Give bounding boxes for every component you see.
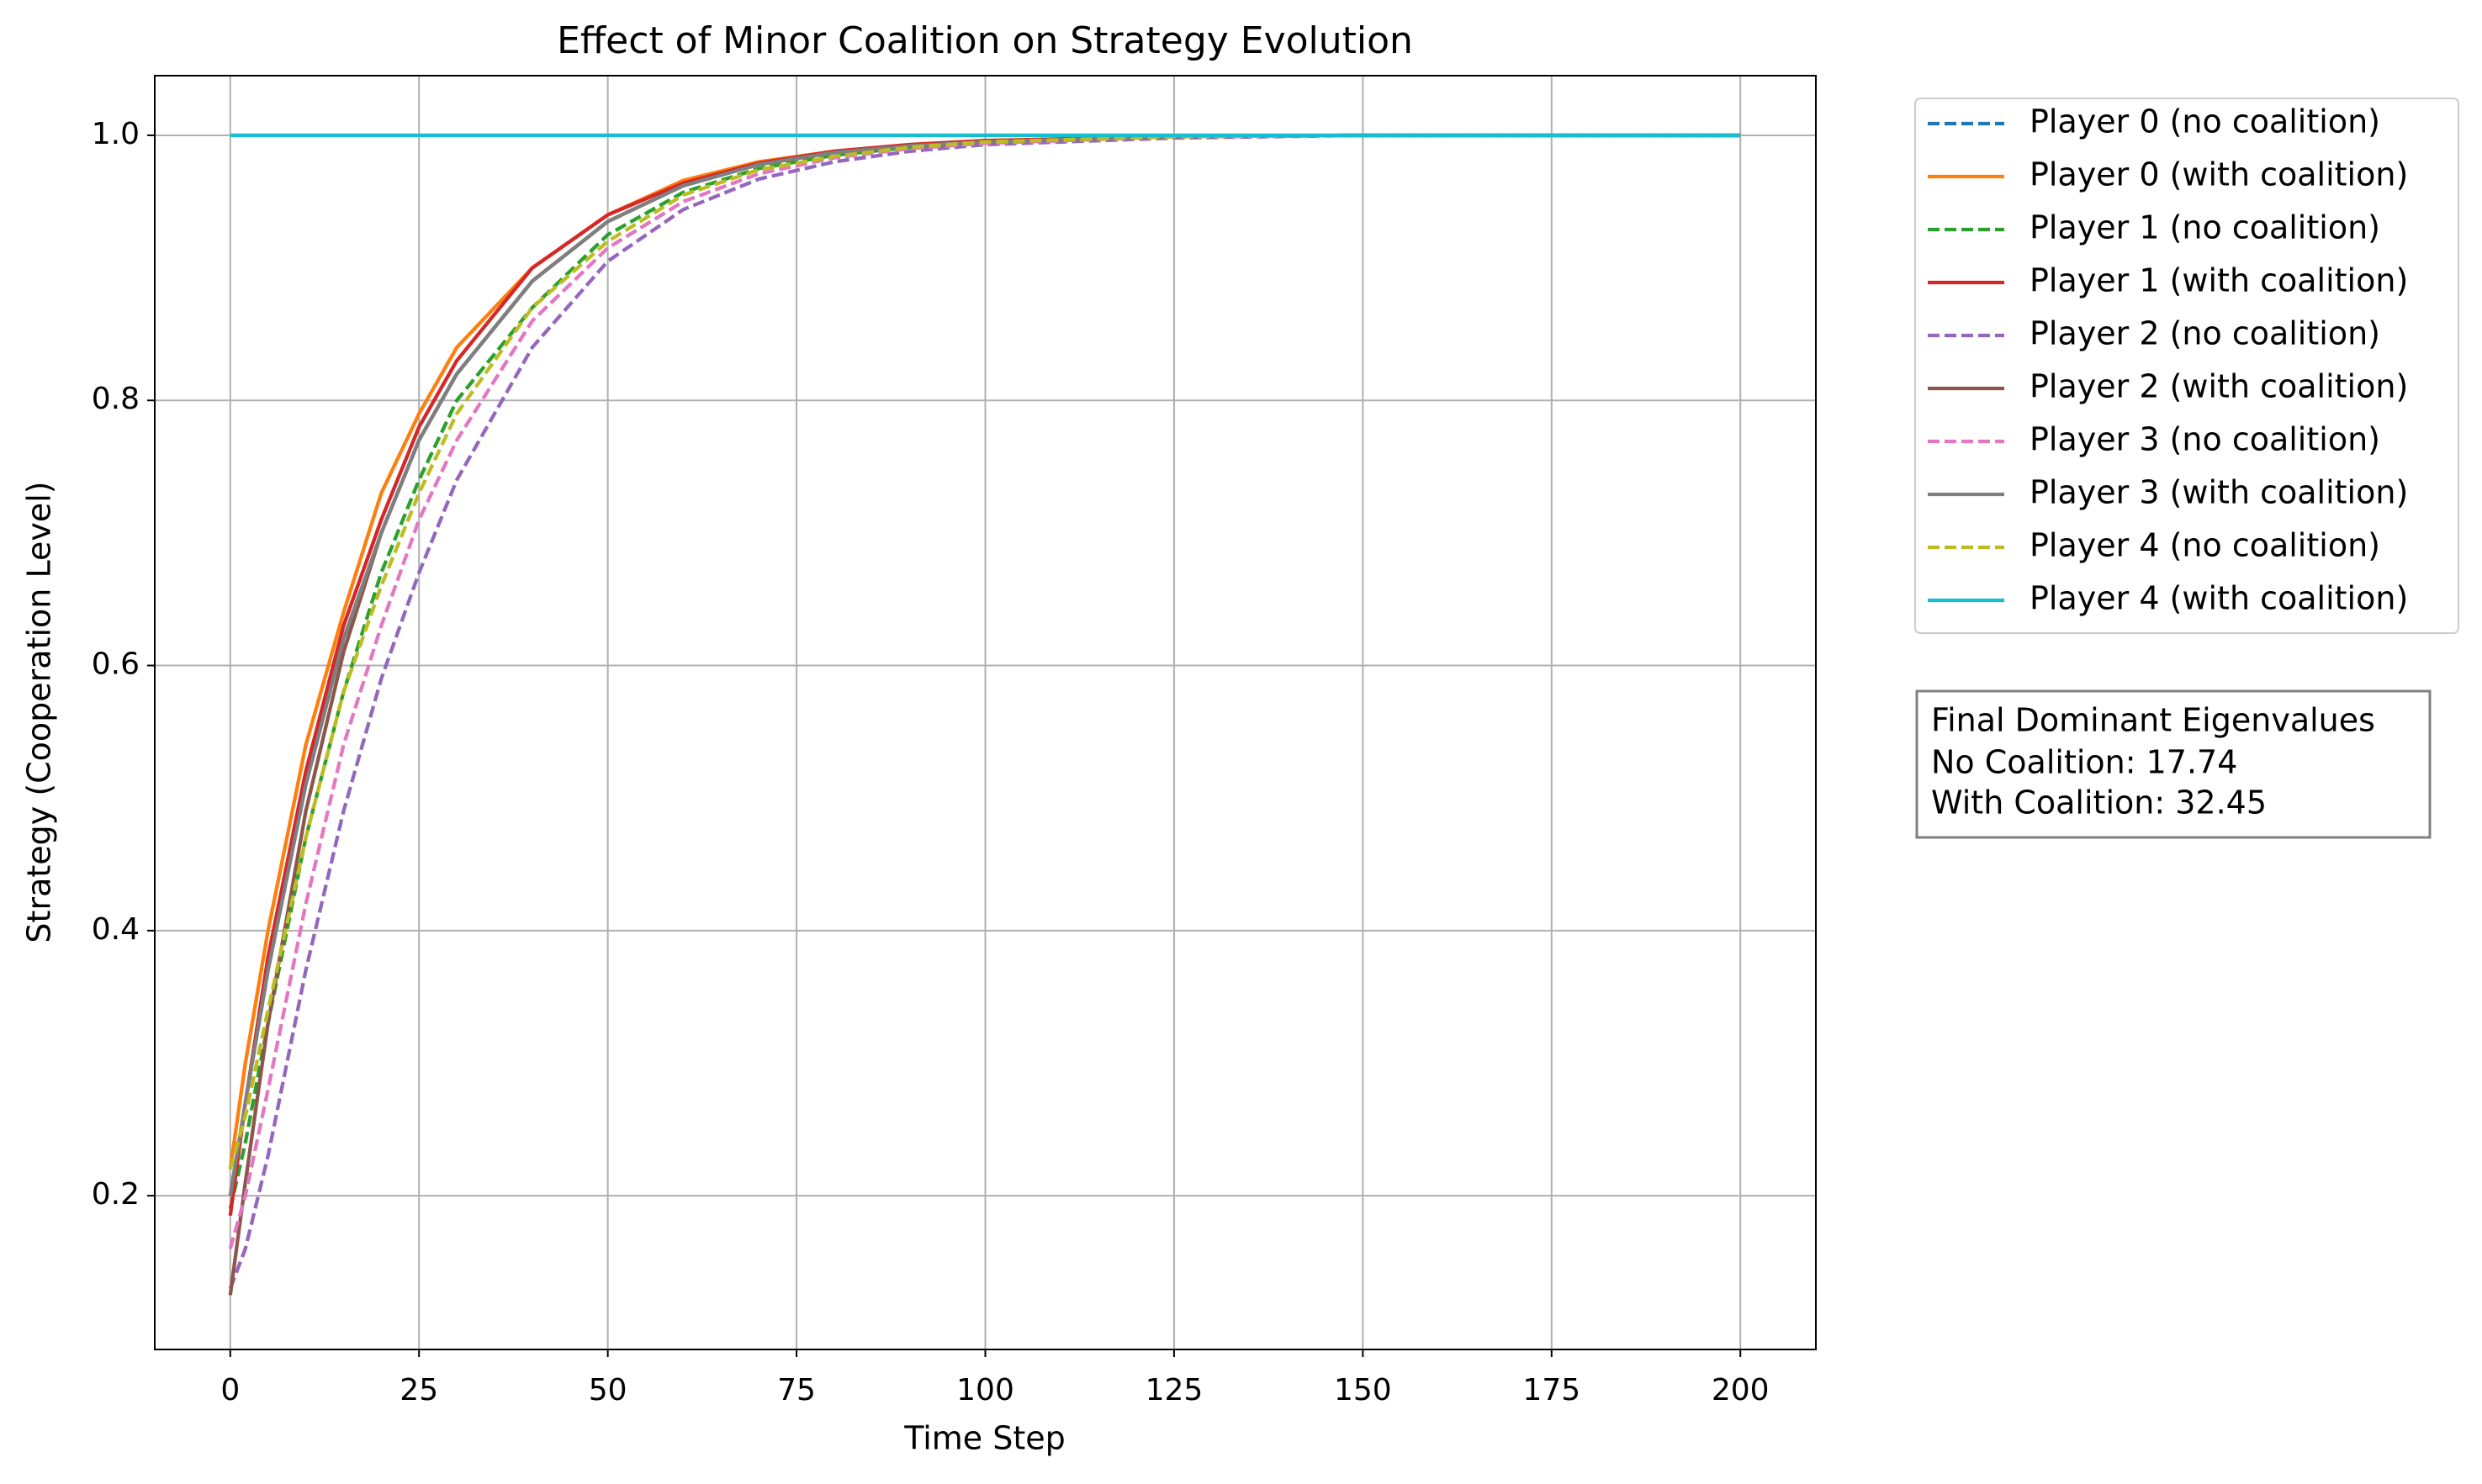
- legend-label: Player 1 (no coalition): [2030, 209, 2380, 246]
- x-tick-label: 175: [1522, 1373, 1580, 1407]
- x-tick-label: 0: [220, 1373, 240, 1407]
- y-tick-label: 0.2: [92, 1177, 140, 1212]
- x-tick-label: 50: [589, 1373, 627, 1407]
- plot-frame: [154, 75, 1817, 1350]
- lines: [228, 133, 1741, 1296]
- legend-label: Player 3 (no coalition): [2030, 421, 2380, 458]
- x-tick-label: 150: [1334, 1373, 1392, 1407]
- legend-label: Player 0 (no coalition): [2030, 103, 2380, 140]
- annotation-box: [1915, 689, 2432, 839]
- annotation: Final Dominant Eigenvalues No Coalition: …: [1915, 689, 2432, 839]
- legend-label: Player 3 (with coalition): [2030, 474, 2408, 511]
- y-tick-label: 0.6: [92, 647, 140, 682]
- x-tick-label: 100: [956, 1373, 1014, 1407]
- legend-label: Player 4 (with coalition): [2030, 580, 2408, 617]
- y-tick-label: 0.8: [92, 382, 140, 416]
- annotation-title: Final Dominant Eigenvalues: [1931, 702, 2375, 739]
- legend-label: Player 4 (no coalition): [2030, 527, 2380, 564]
- grid: [155, 76, 1816, 1349]
- x-axis-label: Time Step: [903, 1420, 1066, 1457]
- annotation-line: With Coalition: 32.45: [1931, 784, 2267, 821]
- legend-label: Player 2 (no coalition): [2030, 315, 2380, 352]
- x-tick-label: 25: [400, 1373, 438, 1407]
- y-axis-label: Strategy (Cooperation Level): [21, 481, 58, 943]
- legend-box: [1914, 98, 2459, 634]
- legend-label: Player 0 (with coalition): [2030, 156, 2408, 193]
- legend: Player 0 (no coalition) Player 0 (with co…: [1914, 98, 2459, 634]
- y-tick-label: 0.4: [92, 912, 140, 947]
- y-tick-label: 1.0: [92, 117, 140, 151]
- chart-title: Effect of Minor Coalition on Strategy Ev…: [557, 19, 1413, 62]
- annotation-line: No Coalition: 17.74: [1931, 744, 2237, 781]
- x-tick-label: 200: [1712, 1373, 1770, 1407]
- x-tick-label: 125: [1146, 1373, 1204, 1407]
- legend-label: Player 1 (with coalition): [2030, 262, 2408, 299]
- legend-label: Player 2 (with coalition): [2030, 368, 2408, 405]
- x-tick-label: 75: [777, 1373, 816, 1407]
